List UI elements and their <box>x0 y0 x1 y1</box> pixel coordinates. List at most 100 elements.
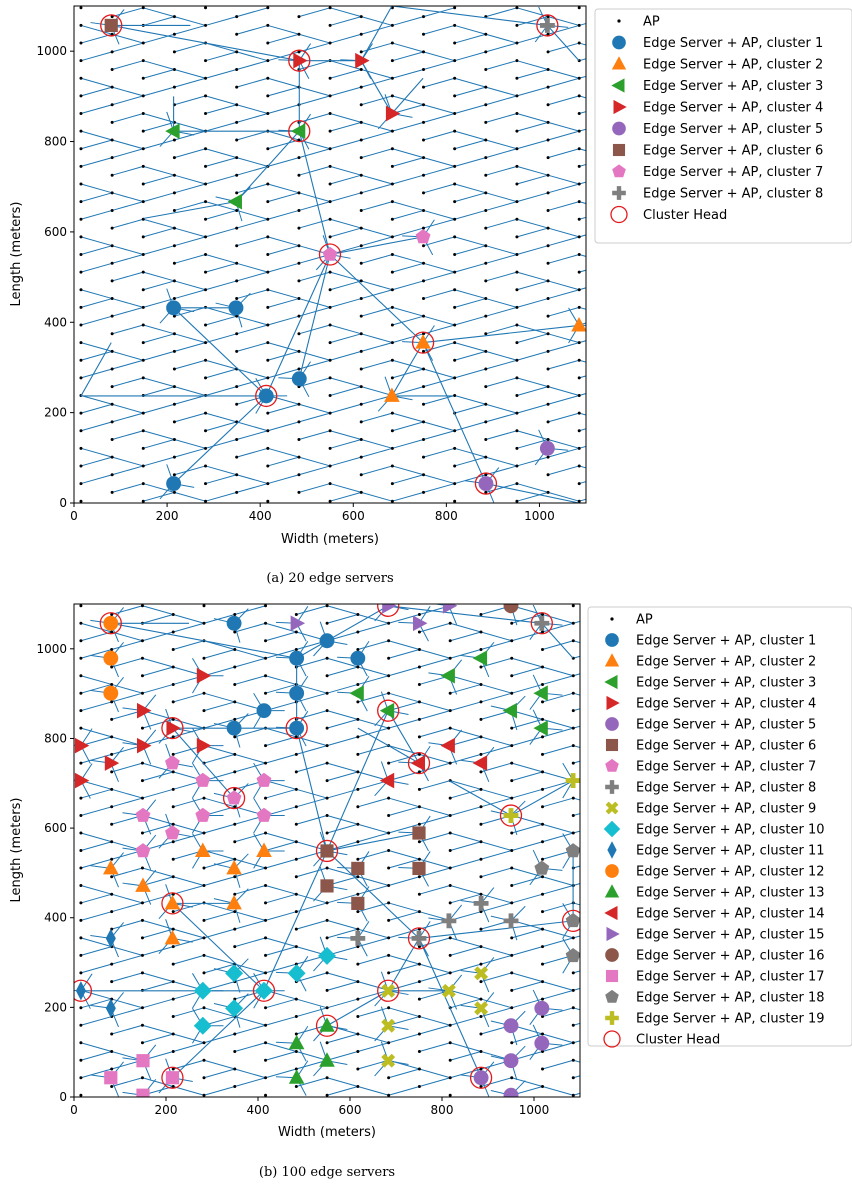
panel-a-ap-point <box>453 129 457 133</box>
panel-b-ap-point <box>541 980 545 984</box>
panel-a-ap-point <box>172 138 176 142</box>
panel-a-server-cluster-7 <box>415 229 431 244</box>
panel-b-ap-point <box>110 980 114 984</box>
panel-a-ap-point <box>204 147 208 151</box>
panel-b-ap-link <box>573 797 580 801</box>
panel-b-ap-link <box>511 946 543 956</box>
panel-b-ap-point <box>356 1032 360 1036</box>
panel-a-ap-link <box>579 340 586 344</box>
panel-a-ap-point <box>235 438 239 442</box>
panel-a-backbone-link <box>111 24 300 62</box>
panel-a-ap-link <box>174 254 206 264</box>
panel-b-ap-point <box>448 901 452 905</box>
panel-b-ap-link <box>480 745 512 755</box>
panel-b-ap-point <box>448 953 452 957</box>
panel-a-ap-point <box>422 67 426 71</box>
panel-b-ap-link <box>111 902 143 913</box>
panel-a-ap-link <box>111 86 144 97</box>
panel-b-server-cluster-2 <box>103 860 119 875</box>
panel-a-ap-point <box>359 32 363 36</box>
panel-a-ap-link <box>267 183 300 194</box>
panel-a-server-cluster-5 <box>478 476 494 492</box>
panel-b-ap-point <box>110 892 114 896</box>
panel-b-ap-point <box>356 945 360 949</box>
panel-b-ap-link <box>480 657 512 668</box>
panel-a-ap-point <box>235 15 239 19</box>
panel-a-ap-point <box>328 235 332 239</box>
panel-b-server-cluster-19 <box>565 773 580 789</box>
panel-b-ap-link <box>265 1068 297 1079</box>
panel-b-ap-link <box>142 928 174 939</box>
panel-b-ap-point <box>233 1084 237 1088</box>
panel-b-server-cluster-7 <box>226 790 242 805</box>
panel-a-ap-point <box>172 385 176 389</box>
panel-b-ap-link <box>450 937 482 948</box>
panel-b-ap-point <box>417 1050 421 1054</box>
panel-a-ap-link <box>236 271 268 282</box>
panel-a-ap-point <box>328 147 332 151</box>
panel-a-ap-point <box>266 323 270 327</box>
panel-a-ap-link <box>423 271 455 282</box>
panel-b-ap-point <box>479 822 483 826</box>
panel-a-ap-link <box>143 403 175 414</box>
panel-a-ap-point <box>235 226 239 230</box>
panel-a-ap-link <box>298 42 331 53</box>
panel-b-ap-link <box>111 919 143 930</box>
panel-b-ap-link <box>480 972 512 983</box>
panel-a-ap-point <box>328 41 332 45</box>
panel-b-ap-point <box>233 1032 237 1036</box>
panel-b-ap-point <box>387 621 391 625</box>
panel-a-ap-link <box>423 104 455 115</box>
panel-a-ap-point <box>359 15 363 19</box>
panel-b-server-cluster-11 <box>75 981 86 1001</box>
panel-a-axes-frame <box>73 5 587 504</box>
panel-a-backbone-link <box>360 6 393 61</box>
panel-b-ap-point <box>325 936 329 940</box>
panel-b-ap-point <box>264 1041 268 1045</box>
panel-b-backbone-link <box>326 850 420 939</box>
panel-a-legend-marker-cluster-5 <box>612 121 626 136</box>
panel-a-ap-link <box>392 157 424 167</box>
panel-a-ap-link <box>205 421 237 432</box>
panel-b-ap-point <box>417 787 421 791</box>
panel-b-ap-point <box>171 665 175 669</box>
panel-b-ap-link <box>480 631 512 642</box>
panel-b-ap-point <box>294 805 298 809</box>
panel-a-ap-link <box>80 474 113 485</box>
panel-a-ap-link <box>516 218 549 229</box>
panel-b-xtick-label: 0 <box>70 1103 78 1117</box>
panel-b-ap-point <box>479 770 483 774</box>
panel-b-ap-point <box>171 1032 175 1036</box>
panel-a-ap-link <box>236 113 268 123</box>
panel-b-ap-point <box>233 822 237 826</box>
panel-a-ap-link <box>579 375 586 379</box>
panel-b-ap-point <box>325 796 329 800</box>
panel-b-ap-link <box>173 876 205 886</box>
panel-a-ap-point <box>328 6 332 10</box>
panel-b-ap-link <box>234 657 266 668</box>
panel-a-ap-point <box>79 253 83 256</box>
panel-a-ap-link <box>205 465 237 476</box>
panel-b-ap-point <box>448 1093 452 1097</box>
panel-b-ap-link <box>450 622 482 633</box>
panel-b-server-cluster-9-shape <box>441 983 456 998</box>
panel-b-ap-point <box>79 936 83 940</box>
panel-b-ap-point <box>171 700 175 704</box>
panel-a-ap-point <box>172 50 176 54</box>
panel-b-ap-link <box>80 806 112 817</box>
panel-a-ap-point <box>204 341 208 345</box>
panel-b-ap-point <box>571 971 575 975</box>
panel-b-ap-point <box>264 1006 268 1010</box>
panel-b-ap-point <box>325 831 329 835</box>
panel-b-ap-point <box>448 639 452 643</box>
panel-b-backbone-link <box>110 622 297 659</box>
panel-b-ap-point <box>140 796 144 800</box>
panel-a-ap-link <box>143 456 175 467</box>
panel-a-ap-link <box>111 7 144 18</box>
panel-b-ap-link <box>80 649 112 659</box>
panel-a-legend-box <box>594 8 852 244</box>
panel-a-ap-link <box>111 403 144 414</box>
panel-a-ap-link <box>516 377 549 388</box>
panel-b-ap-link <box>573 620 580 624</box>
panel-b-ap-point <box>541 892 545 896</box>
